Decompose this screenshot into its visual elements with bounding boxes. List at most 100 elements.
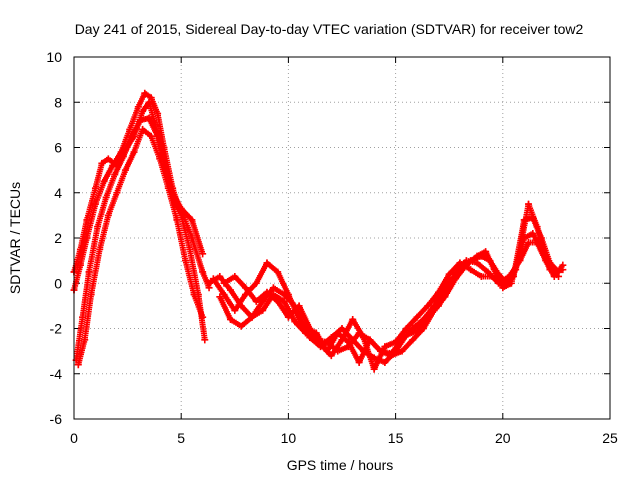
data-point [104, 155, 112, 163]
data-point [338, 325, 346, 332]
y-tick-label: -4 [50, 366, 63, 382]
data-point [482, 248, 490, 256]
series-markers [75, 126, 205, 368]
data-point [280, 291, 288, 299]
data-point [85, 268, 93, 276]
data-point [169, 189, 177, 197]
data-point [355, 358, 363, 366]
data-point [181, 257, 189, 265]
data-point [130, 148, 138, 156]
data-point [139, 107, 147, 115]
x-tick-label: 25 [602, 430, 618, 446]
data-point [201, 336, 209, 344]
y-tick-label: 6 [54, 140, 62, 156]
data-point [533, 239, 541, 247]
data-point [227, 315, 235, 323]
data-point [499, 282, 507, 290]
data-point [83, 216, 91, 224]
data-point [510, 272, 518, 280]
data-point [113, 162, 121, 170]
data-point [284, 313, 292, 321]
data-point [402, 325, 410, 332]
data-point [430, 302, 438, 310]
data-point [151, 121, 159, 129]
data-point [269, 284, 277, 292]
data-point [216, 293, 224, 301]
data-point [220, 279, 228, 287]
y-tick-label: -6 [50, 411, 63, 427]
data-point [134, 103, 142, 111]
data-point [263, 259, 271, 267]
data-point [381, 343, 389, 351]
y-tick-label: 4 [54, 185, 62, 201]
data-point [550, 272, 558, 280]
data-point [424, 302, 432, 310]
data-point [160, 155, 168, 163]
data-point [344, 338, 352, 346]
data-point [291, 318, 299, 326]
data-point [488, 272, 496, 280]
y-tick-label: 2 [54, 230, 62, 246]
data-point [525, 200, 533, 208]
data-point [188, 216, 196, 224]
data-points [70, 89, 567, 373]
data-point [188, 234, 196, 242]
data-point [349, 315, 357, 323]
data-point [413, 327, 421, 335]
data-point [79, 313, 87, 321]
data-point [130, 132, 138, 140]
data-point [91, 200, 99, 208]
data-point [274, 297, 282, 305]
data-point [190, 291, 198, 299]
data-point [186, 245, 194, 253]
data-point [392, 338, 400, 346]
data-point [434, 288, 442, 296]
data-point [381, 358, 389, 366]
data-point [252, 279, 260, 287]
data-point [81, 336, 89, 344]
data-point [252, 297, 260, 305]
data-point [87, 291, 95, 299]
series-markers [73, 115, 212, 364]
data-point [555, 268, 563, 276]
data-point [231, 272, 239, 280]
y-tick-label: -2 [50, 321, 63, 337]
data-point [349, 336, 357, 344]
data-point [248, 313, 256, 321]
data-point [199, 313, 207, 321]
x-tick-label: 5 [177, 430, 185, 446]
x-tick-label: 15 [388, 430, 404, 446]
data-point [173, 216, 181, 224]
data-point [359, 334, 367, 342]
data-point [477, 272, 485, 280]
data-point [205, 279, 213, 287]
data-point [104, 211, 112, 219]
data-point [126, 125, 134, 133]
data-point [456, 259, 464, 267]
data-point [409, 336, 417, 344]
data-point [220, 291, 228, 299]
data-point [121, 166, 129, 174]
data-point [216, 272, 224, 280]
y-axis-label: SDTVAR / TECUs [7, 182, 23, 294]
data-point [199, 250, 207, 258]
series-track-8 [220, 214, 563, 373]
chart-title: Day 241 of 2015, Sidereal Day-to-day VTE… [75, 21, 584, 37]
data-point [366, 336, 374, 344]
data-point [559, 261, 567, 269]
data-point [546, 259, 554, 267]
data-point [473, 259, 481, 267]
data-point [413, 313, 421, 321]
data-point [147, 132, 155, 140]
data-point [525, 239, 533, 247]
data-point [467, 266, 475, 274]
data-point [74, 361, 82, 369]
data-point [113, 189, 121, 197]
data-point [100, 177, 108, 185]
data-point [242, 284, 250, 292]
data-point [231, 306, 239, 314]
data-point [295, 302, 303, 310]
data-point [419, 315, 427, 323]
data-point [398, 347, 406, 355]
